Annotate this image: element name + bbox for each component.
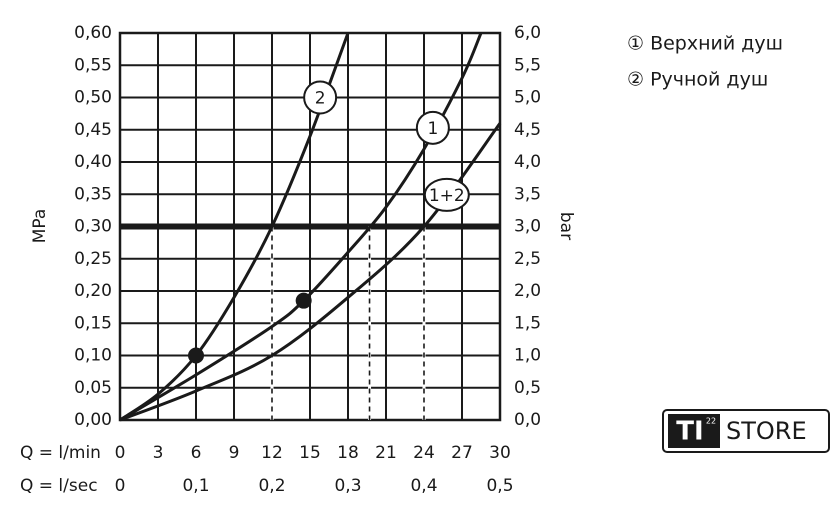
y2-tick-label: 3,0: [514, 217, 541, 237]
y2-axis-title: bar: [556, 212, 576, 240]
x2-axis-title: Q = l/sec: [20, 476, 98, 496]
curve-label-circle: [415, 110, 450, 145]
x-tick-label: 27: [451, 443, 473, 463]
logo: TI 22 STORE: [662, 409, 830, 453]
y2-tick-label: 3,5: [514, 184, 541, 204]
x2-tick-label: 0,1: [182, 476, 209, 496]
x2-tick-label: 0,2: [258, 476, 285, 496]
x2-tick-label: 0,3: [334, 476, 361, 496]
logo-box: [668, 414, 720, 448]
y2-tick-label: 5,0: [514, 88, 541, 108]
y-tick-label: 0,05: [74, 378, 112, 398]
logo-mark: TI: [676, 417, 703, 447]
y-tick-label: 0,45: [74, 120, 112, 140]
y-tick-label: 0,25: [74, 249, 112, 269]
x-tick-label: 6: [191, 443, 202, 463]
x-tick-label: 15: [299, 443, 321, 463]
x-tick-label: 30: [489, 443, 511, 463]
y-tick-label: 0,20: [74, 281, 112, 301]
curve: [119, 32, 483, 422]
operating-point: [188, 347, 204, 364]
y-tick-label: 0,30: [74, 217, 112, 237]
y2-tick-label: 1,0: [514, 346, 541, 366]
y2-tick-label: 0,0: [514, 410, 541, 430]
x-tick-label: 9: [229, 443, 240, 463]
legend-entry: ① Верхний душ: [627, 33, 783, 55]
y2-tick-label: 4,0: [514, 152, 541, 172]
x-tick-label: 3: [153, 443, 164, 463]
x2-tick-label: 0,4: [410, 476, 437, 496]
y2-tick-label: 6,0: [514, 23, 541, 43]
y-tick-label: 0,55: [74, 55, 112, 75]
logo-superscript: 22: [706, 417, 716, 426]
y2-tick-label: 0,5: [514, 378, 541, 398]
y2-tick-label: 2,5: [514, 249, 541, 269]
x-tick-label: 21: [375, 443, 397, 463]
x-tick-label: 24: [413, 443, 435, 463]
y-axis-title: MPa: [30, 209, 50, 244]
curve-label: 2: [315, 89, 326, 109]
y-tick-label: 0,60: [74, 23, 112, 43]
y-tick-label: 0,40: [74, 152, 112, 172]
y2-tick-label: 1,5: [514, 313, 541, 333]
y-tick-label: 0,50: [74, 88, 112, 108]
curve-label: 1+2: [429, 186, 465, 206]
operating-point: [295, 292, 312, 309]
curve-label-circle: [303, 80, 338, 115]
y-tick-label: 0,35: [74, 184, 112, 204]
x-tick-label: 18: [337, 443, 359, 463]
x-tick-label: 0: [115, 443, 126, 463]
y2-tick-label: 5,5: [514, 55, 541, 75]
y-tick-label: 0,15: [74, 313, 112, 333]
x2-tick-label: 0,5: [486, 476, 513, 496]
curve-label-circle: [423, 177, 470, 212]
x-tick-label: 12: [261, 443, 283, 463]
x2-tick-label: 0: [115, 476, 126, 496]
y-tick-label: 0,10: [74, 346, 112, 366]
legend-entry: ② Ручной душ: [627, 69, 768, 91]
curve: [119, 32, 350, 422]
y-tick-label: 0,00: [74, 410, 112, 430]
x-axis-title: Q = l/min: [20, 443, 101, 463]
y2-tick-label: 4,5: [514, 120, 541, 140]
curve-label: 1: [427, 119, 438, 139]
y2-tick-label: 2,0: [514, 281, 541, 301]
logo-text: STORE: [726, 417, 807, 445]
